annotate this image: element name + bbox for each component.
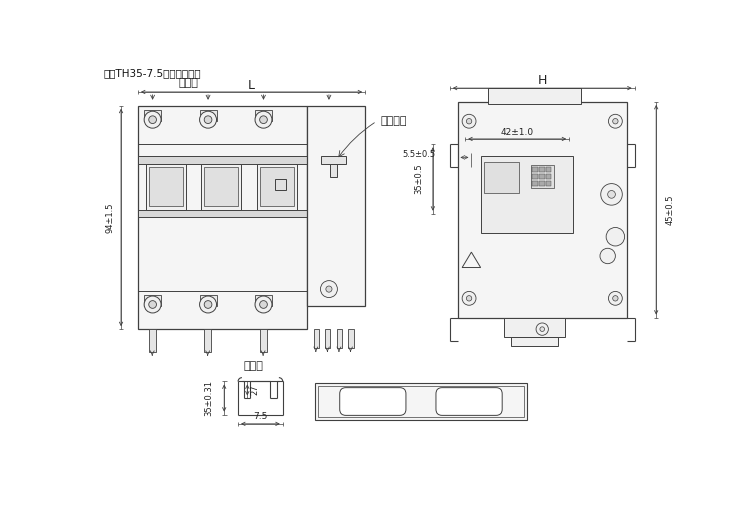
Bar <box>531 165 554 188</box>
Bar <box>148 168 183 206</box>
Bar <box>532 167 538 172</box>
Circle shape <box>613 118 618 124</box>
Circle shape <box>608 190 615 198</box>
Bar <box>539 174 544 179</box>
Bar <box>348 329 353 349</box>
Bar <box>138 210 308 217</box>
Text: 45±0.5: 45±0.5 <box>665 195 674 225</box>
Text: 27: 27 <box>251 385 260 395</box>
Bar <box>318 386 524 417</box>
Circle shape <box>200 111 217 128</box>
Circle shape <box>536 323 548 335</box>
Circle shape <box>255 296 272 313</box>
Text: 采用TH35-7.5钢安装轨安装: 采用TH35-7.5钢安装轨安装 <box>104 68 201 78</box>
Circle shape <box>466 296 472 301</box>
Bar <box>539 167 544 172</box>
Bar <box>321 111 338 121</box>
Bar <box>481 156 573 233</box>
Text: 7.5: 7.5 <box>254 413 268 422</box>
Circle shape <box>466 118 472 124</box>
Bar <box>144 295 161 306</box>
Bar <box>204 329 212 352</box>
Circle shape <box>325 116 333 124</box>
Circle shape <box>255 111 272 128</box>
Bar <box>484 162 519 193</box>
Circle shape <box>462 291 476 305</box>
Bar <box>504 317 566 337</box>
Bar <box>512 337 557 346</box>
Text: 5.5±0.5: 5.5±0.5 <box>403 150 436 159</box>
Circle shape <box>144 296 161 313</box>
Circle shape <box>204 116 212 124</box>
Circle shape <box>148 116 157 124</box>
Text: 35±0.5: 35±0.5 <box>415 163 424 194</box>
Bar <box>138 156 308 163</box>
Bar <box>337 329 342 349</box>
Bar <box>255 111 272 121</box>
Circle shape <box>204 300 212 308</box>
Text: 42±1.0: 42±1.0 <box>501 127 534 136</box>
Circle shape <box>320 111 338 128</box>
Bar <box>138 106 308 329</box>
Circle shape <box>613 296 618 301</box>
Bar <box>260 168 293 206</box>
Bar <box>255 295 272 306</box>
FancyBboxPatch shape <box>436 388 502 415</box>
Circle shape <box>148 300 157 308</box>
Bar <box>315 383 526 420</box>
FancyBboxPatch shape <box>340 388 406 415</box>
Bar <box>532 174 538 179</box>
Circle shape <box>601 184 622 205</box>
Circle shape <box>260 300 267 308</box>
Bar <box>200 111 217 121</box>
Bar <box>256 163 296 210</box>
Text: L: L <box>248 78 255 92</box>
Circle shape <box>600 248 616 263</box>
Circle shape <box>200 296 217 313</box>
Circle shape <box>608 114 622 128</box>
Text: 指示按钮: 指示按钮 <box>380 116 407 126</box>
Bar <box>546 167 551 172</box>
Circle shape <box>144 111 161 128</box>
Bar <box>201 163 242 210</box>
Circle shape <box>608 291 622 305</box>
Circle shape <box>320 280 338 297</box>
Text: 35±0.31: 35±0.31 <box>204 380 213 416</box>
Bar <box>148 329 156 352</box>
Bar <box>325 329 331 349</box>
Bar <box>275 179 286 190</box>
Bar <box>488 88 580 104</box>
Bar <box>321 156 346 163</box>
Bar <box>204 168 238 206</box>
Bar <box>308 106 365 306</box>
Text: 输出端: 输出端 <box>244 361 263 371</box>
Bar <box>146 163 186 210</box>
Bar <box>144 111 161 121</box>
Bar <box>539 180 544 186</box>
Bar <box>532 180 538 186</box>
Bar <box>200 295 217 306</box>
Bar <box>546 174 551 179</box>
Bar <box>260 329 266 352</box>
Text: H: H <box>538 74 547 87</box>
Bar <box>330 163 338 177</box>
Text: 输入端: 输入端 <box>178 78 199 88</box>
Text: 94±1.5: 94±1.5 <box>106 202 115 233</box>
Bar <box>314 329 319 349</box>
Bar <box>546 180 551 186</box>
Bar <box>458 102 627 317</box>
Circle shape <box>260 116 267 124</box>
Circle shape <box>540 327 544 332</box>
Circle shape <box>606 227 625 246</box>
Circle shape <box>462 114 476 128</box>
Circle shape <box>326 286 332 292</box>
